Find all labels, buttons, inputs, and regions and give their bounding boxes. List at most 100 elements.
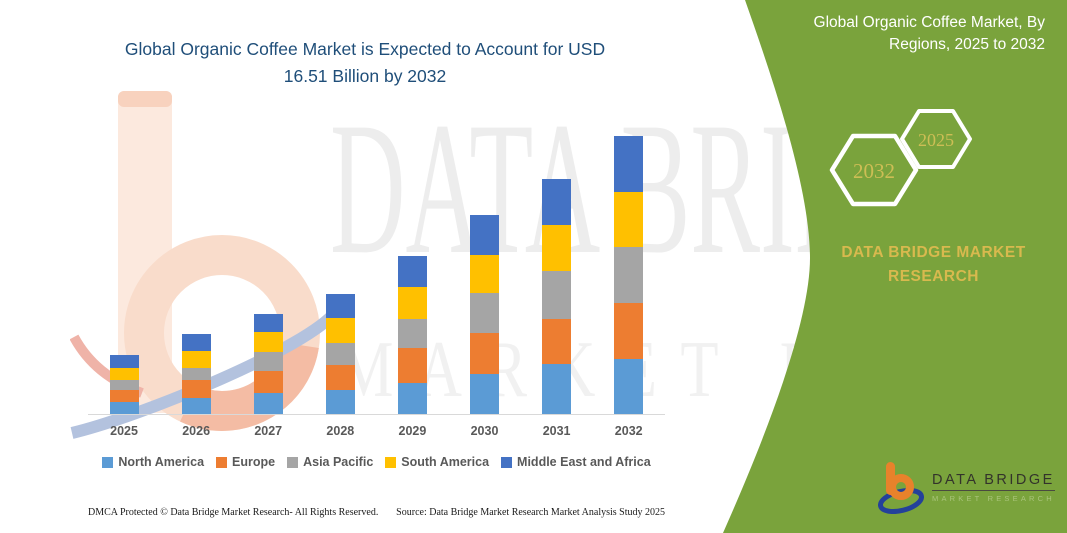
x-tick-2032: 2032	[614, 424, 643, 438]
bar-segment-south-america-2026	[181, 350, 211, 368]
data-bridge-logo: DATA BRIDGE MARKET RESEARCH	[878, 460, 1055, 514]
footer-dmca-text: DMCA Protected © Data Bridge Market Rese…	[88, 507, 379, 518]
bar-column-2031	[521, 136, 593, 414]
bar-segment-south-america-2030	[470, 254, 500, 293]
legend-item-asia-pacific: Asia Pacific	[287, 455, 373, 469]
bar-segment-middle-east-and-africa-2030	[470, 215, 500, 255]
bar-segment-south-america-2029	[397, 286, 427, 319]
stacked-bar-2026	[181, 334, 211, 414]
bar-segment-asia-pacific-2025	[109, 379, 139, 390]
chart-legend: North America Europe Asia Pacific South Ame…	[88, 455, 665, 469]
bar-column-2030	[448, 136, 520, 414]
x-tick-2026: 2026	[182, 424, 211, 438]
bar-segment-europe-2030	[470, 333, 500, 375]
legend-label: Middle East and Africa	[517, 455, 651, 469]
legend-label: Asia Pacific	[303, 455, 374, 469]
logo-name: DATA BRIDGE	[932, 472, 1055, 491]
hexagon-2032	[829, 133, 919, 207]
bar-segment-middle-east-and-africa-2027	[253, 313, 283, 333]
footer-source-text: Source: Data Bridge Market Research Mark…	[396, 507, 665, 518]
bar-column-2026	[160, 136, 232, 414]
stacked-bar-chart: 2025 2026 2027 2028 2029 2030 2031 2032 North A…	[88, 135, 665, 469]
chart-title-line2: 16.51 Billion by 2032	[283, 66, 447, 87]
stacked-bar-2032	[614, 135, 644, 414]
hexagon-badges: 2032 2025	[829, 109, 972, 207]
chart-title-line1: Global Organic Coffee Market is Expected…	[124, 39, 606, 59]
bar-segment-asia-pacific-2030	[470, 292, 500, 334]
legend-label: North America	[118, 455, 205, 469]
bar-segment-europe-2027	[253, 371, 283, 393]
bar-segment-north-america-2030	[470, 374, 500, 414]
bar-segment-europe-2032	[614, 302, 644, 360]
bar-segment-middle-east-and-africa-2025	[109, 355, 139, 368]
chart-title: Global Organic Coffee Market is Expected…	[100, 36, 630, 90]
bar-segment-europe-2031	[542, 318, 572, 365]
bar-segment-asia-pacific-2031	[542, 270, 572, 319]
bar-column-2032	[593, 135, 665, 414]
hexagon-2025	[900, 109, 972, 169]
hexagon-2032-label: 2032	[853, 159, 895, 183]
x-tick-2031: 2031	[542, 424, 571, 438]
bar-column-2027	[232, 136, 304, 414]
bar-segment-north-america-2028	[325, 390, 355, 414]
stacked-bar-2030	[470, 215, 500, 414]
data-bridge-logo-icon	[878, 462, 924, 514]
bar-segment-north-america-2025	[109, 402, 139, 414]
legend-label: South America	[401, 455, 490, 469]
x-axis-labels: 2025 2026 2027 2028 2029 2030 2031 2032	[88, 415, 665, 438]
legend-item-north-america: North America	[102, 455, 204, 469]
bar-column-2025	[88, 136, 160, 414]
bar-segment-middle-east-and-africa-2028	[325, 294, 355, 318]
footer: DMCA Protected © Data Bridge Market Rese…	[88, 507, 665, 518]
legend-item-south-america: South America	[385, 455, 489, 469]
x-tick-2025: 2025	[110, 424, 138, 438]
bar-segment-middle-east-and-africa-2029	[397, 255, 427, 287]
legend-label: Europe	[232, 455, 276, 469]
stacked-bar-2029	[397, 255, 427, 414]
bar-segment-south-america-2032	[614, 191, 644, 248]
bar-segment-north-america-2031	[542, 364, 572, 414]
legend-swatch-icon	[102, 456, 114, 468]
bar-segment-middle-east-and-africa-2032	[614, 135, 644, 192]
bar-segment-south-america-2025	[109, 367, 139, 380]
x-tick-2028: 2028	[326, 424, 355, 438]
x-tick-2029: 2029	[398, 424, 427, 438]
bar-segment-asia-pacific-2027	[253, 351, 283, 372]
legend-item-middle-east-and-africa: Middle East and Africa	[501, 455, 651, 469]
bar-segment-middle-east-and-africa-2031	[542, 179, 572, 225]
stacked-bar-2031	[542, 179, 572, 414]
legend-swatch-icon	[216, 456, 228, 468]
bar-segment-europe-2029	[397, 348, 427, 383]
x-tick-2030: 2030	[470, 424, 499, 438]
side-panel-background	[723, 0, 1067, 533]
data-bridge-b-watermark-icon	[70, 91, 341, 439]
bar-segment-asia-pacific-2029	[397, 318, 427, 349]
brand-text: DATA BRIDGE MARKET RESEARCH	[841, 244, 1026, 286]
bar-segment-south-america-2031	[542, 224, 572, 271]
stacked-bar-2028	[325, 294, 355, 414]
logo-subtitle: MARKET RESEARCH	[932, 493, 1055, 503]
bar-segment-asia-pacific-2026	[181, 367, 211, 380]
stacked-bar-2027	[253, 313, 283, 414]
bar-segment-south-america-2027	[253, 332, 283, 352]
stacked-bar-2025	[109, 355, 139, 414]
legend-swatch-icon	[385, 456, 397, 468]
bar-column-2028	[304, 136, 376, 414]
plot-area	[88, 135, 665, 414]
hexagon-2025-label: 2025	[918, 130, 954, 150]
side-panel-title: Global Organic Coffee Market, By Regions…	[813, 14, 1045, 54]
bar-segment-north-america-2026	[181, 398, 211, 414]
legend-item-europe: Europe	[216, 455, 275, 469]
x-tick-2027: 2027	[254, 424, 283, 438]
legend-swatch-icon	[287, 456, 299, 468]
bar-segment-middle-east-and-africa-2026	[181, 334, 211, 351]
x-axis-line	[88, 414, 665, 415]
bar-segment-south-america-2028	[325, 317, 355, 344]
bar-segment-north-america-2032	[614, 359, 644, 414]
bar-column-2029	[376, 136, 448, 414]
bar-segment-asia-pacific-2028	[325, 343, 355, 366]
bar-segment-north-america-2027	[253, 393, 283, 414]
bar-segment-north-america-2029	[397, 382, 427, 414]
bar-segment-asia-pacific-2032	[614, 247, 644, 303]
